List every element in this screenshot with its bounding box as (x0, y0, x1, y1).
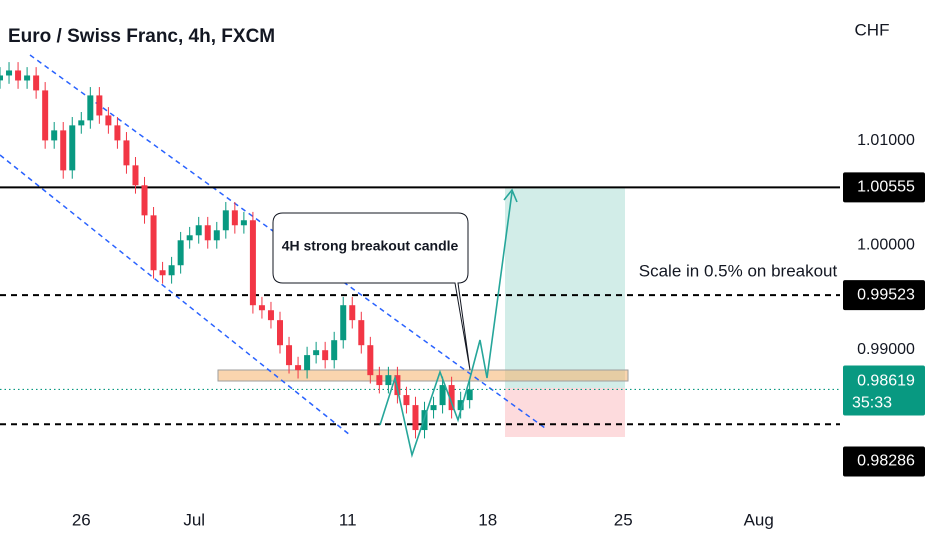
candle-body (240, 220, 247, 226)
candle-body (105, 115, 112, 126)
candle-body (457, 400, 464, 411)
candle-body (15, 70, 22, 81)
candle-body (394, 375, 401, 396)
y-tick-label: 0.99000 (857, 341, 915, 358)
callout-text: 4H strong breakout candle (282, 238, 459, 254)
candle-body (141, 185, 148, 216)
candle-body (177, 240, 184, 266)
target-zone (505, 187, 625, 388)
candle-body (186, 235, 193, 241)
candle-body (367, 345, 374, 376)
x-tick-label: 18 (478, 510, 497, 529)
breakout-zone (217, 369, 629, 382)
candle-body (439, 385, 446, 406)
candle-body (430, 405, 437, 411)
candle-body (358, 320, 365, 346)
candle-body (33, 75, 40, 91)
candle-body (267, 310, 274, 321)
candle-body (60, 130, 67, 171)
candle-body (313, 350, 320, 356)
candle-body (340, 305, 347, 341)
candle-body (51, 130, 58, 141)
candle-body (78, 120, 85, 126)
candle-body (277, 320, 283, 346)
candle-body (403, 395, 410, 406)
countdown-label: 35:33 (852, 395, 892, 412)
level-price-label-bg (843, 280, 925, 311)
candle-body (132, 165, 139, 186)
candle-body (159, 270, 166, 276)
candle-body (114, 125, 121, 141)
level-price-label: 0.98286 (857, 453, 915, 470)
candle-body (331, 340, 338, 361)
scale-in-note: Scale in 0.5% on breakout (639, 261, 838, 280)
channel-lower (0, 154, 351, 436)
drawings-front: 4H strong breakout candle Scale in 0.5% … (272, 188, 838, 458)
level-price-label: 1.00555 (857, 179, 915, 196)
candle-body (42, 90, 49, 141)
candle-body (168, 265, 175, 276)
level-price-label-bg (843, 446, 925, 477)
candle-body (222, 210, 229, 231)
candle-body (385, 375, 392, 386)
candle-body (195, 225, 202, 236)
last-price-label: 0.98619 (857, 373, 915, 390)
candle-body (123, 140, 130, 166)
candle-body (213, 230, 220, 241)
candle-body (249, 220, 256, 306)
x-tick-label: 25 (614, 510, 633, 529)
candle-body (231, 210, 238, 226)
candle-body (150, 215, 157, 271)
arrow-head (503, 188, 518, 203)
callout (272, 212, 471, 371)
stop-zone (505, 388, 625, 437)
candle-body (96, 95, 103, 116)
x-tick-label: Aug (744, 510, 774, 529)
candle-body (322, 350, 329, 361)
level-price-label: 0.99523 (857, 286, 915, 303)
candle-body (258, 305, 265, 311)
candle-body (466, 389, 473, 401)
candle-body (295, 365, 302, 371)
candle-body (304, 355, 311, 371)
projection-path (379, 191, 513, 458)
candle-body (0, 75, 3, 81)
x-tick-label: 11 (339, 510, 357, 529)
last-price-bg (843, 365, 925, 416)
x-tick-label: 26 (72, 510, 91, 529)
y-tick-label: 1.00000 (857, 237, 915, 254)
candle-body (69, 125, 76, 171)
candle-body (286, 345, 293, 366)
candle-body (87, 95, 94, 121)
level-price-label-bg (843, 172, 925, 203)
candle-body (376, 375, 383, 386)
candle-body (24, 75, 31, 81)
candle-body (412, 405, 419, 431)
y-axis-unit: CHF (855, 20, 890, 39)
candles (0, 62, 473, 439)
x-tick-label: Jul (183, 510, 205, 529)
candle-body (349, 305, 356, 321)
candle-body (448, 385, 455, 411)
y-tick-label: 1.01000 (857, 132, 915, 149)
candle-body (204, 225, 211, 241)
chart-title: Euro / Swiss Franc, 4h, FXCM (8, 26, 275, 47)
drawings-back (0, 54, 840, 437)
candle-body (6, 70, 13, 76)
